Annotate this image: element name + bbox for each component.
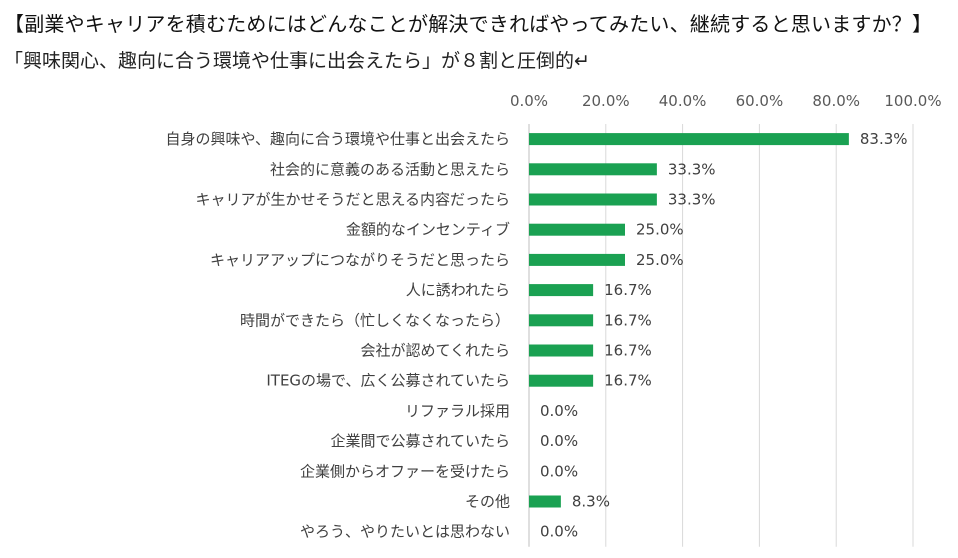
- bar: [529, 193, 657, 206]
- data-label: 0.0%: [540, 432, 578, 450]
- category-label: ITEGの場で、広く公募されていたら: [266, 372, 510, 390]
- data-label: 25.0%: [636, 251, 684, 269]
- category-label: 社会的に意義のある活動と思えたら: [270, 160, 510, 178]
- category-label: その他: [465, 493, 510, 511]
- bar: [529, 253, 625, 266]
- category-label: 会社が認めてくれたら: [360, 342, 510, 360]
- data-label: 16.7%: [604, 281, 652, 299]
- x-tick-label: 80.0%: [812, 92, 860, 110]
- category-label: キャリアが生かせそうだと思える内容だったら: [195, 191, 510, 209]
- chart-subtitle: 「興味関心、趣向に合う環境や仕事に出会えたら」が８割と圧倒的↵: [4, 50, 590, 72]
- data-label: 16.7%: [604, 311, 652, 329]
- bar: [529, 163, 657, 176]
- chart-title: 【副業やキャリアを積むためにはどんなことが解決できればやってみたい、継続すると思…: [4, 12, 933, 36]
- data-label: 0.0%: [540, 402, 578, 420]
- category-label: 企業間で公募されていたら: [330, 432, 510, 450]
- bar: [529, 344, 594, 357]
- bar: [529, 223, 625, 236]
- category-label: 人に誘われたら: [406, 281, 510, 299]
- data-label: 8.3%: [572, 493, 610, 511]
- data-label: 83.3%: [860, 130, 908, 148]
- category-label: 企業側からオファーを受けたら: [300, 462, 510, 480]
- bar: [529, 374, 594, 387]
- data-label: 25.0%: [636, 221, 684, 239]
- bar: [529, 495, 561, 508]
- category-label: リファラル採用: [405, 402, 510, 420]
- bar: [529, 314, 594, 327]
- category-label: 時間ができたら（忙しくなくなったら）: [240, 311, 510, 329]
- data-label: 0.0%: [540, 462, 578, 480]
- data-label: 16.7%: [604, 372, 652, 390]
- x-tick-label: 60.0%: [736, 92, 784, 110]
- bar: [529, 133, 849, 146]
- category-label: 自身の興味や、趣向に合う環境や仕事と出会えたら: [165, 130, 510, 148]
- x-tick-label: 40.0%: [659, 92, 707, 110]
- category-label: やろう、やりたいとは思わない: [300, 523, 510, 541]
- x-tick-label: 20.0%: [582, 92, 630, 110]
- data-label: 33.3%: [668, 160, 716, 178]
- category-label: キャリアアップにつながりそうだと思ったら: [210, 251, 510, 269]
- category-label: 金額的なインセンティブ: [346, 221, 510, 239]
- data-label: 16.7%: [604, 342, 652, 360]
- bar: [529, 284, 594, 297]
- x-tick-label: 100.0%: [884, 92, 941, 110]
- data-label: 0.0%: [540, 523, 578, 541]
- x-tick-label: 0.0%: [510, 92, 548, 110]
- data-label: 33.3%: [668, 191, 716, 209]
